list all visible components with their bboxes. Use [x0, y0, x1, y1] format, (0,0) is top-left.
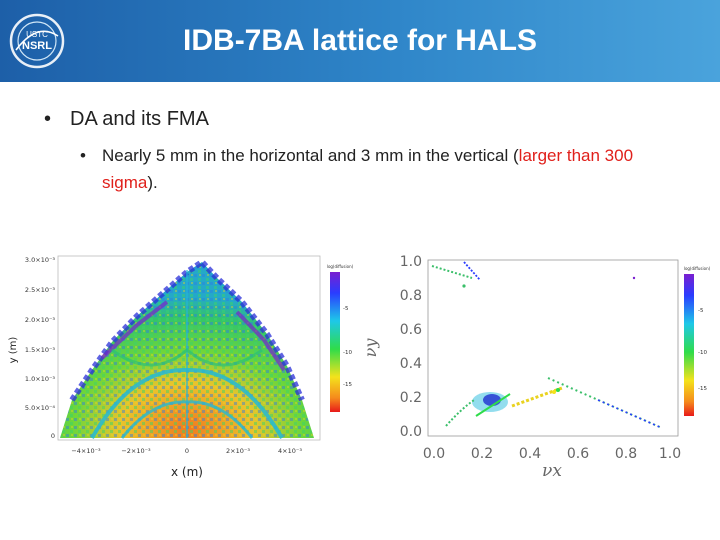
y-axis-label: y (m) — [8, 337, 19, 364]
colorbar-tick: -10 — [343, 350, 352, 356]
y-tick-label: 1.5×10⁻³ — [25, 346, 55, 354]
colorbar-tick: -5 — [698, 308, 704, 314]
x-tick-label: 4×10⁻³ — [278, 447, 302, 455]
bullet-marker: • — [44, 108, 52, 130]
y-tick-label: 1.0×10⁻³ — [25, 375, 55, 383]
bullet-highlight: larger than 300 sigma — [102, 146, 634, 192]
x-tick-label: 0 — [185, 447, 189, 455]
y-tick-label: 1.0 — [400, 254, 422, 270]
x-tick-label: 0.4 — [519, 446, 541, 462]
institution-logo: USTC NSRL — [9, 13, 65, 69]
colorbar-title: log(diffusion) — [327, 264, 354, 269]
colorbar: log(diffusion) -5 -10 -15 — [327, 264, 354, 412]
x-axis-label: x (m) — [171, 465, 203, 479]
y-tick-label: 0.6 — [400, 322, 422, 338]
colorbar-tick: -10 — [698, 350, 707, 356]
y-tick-label: 0.2 — [400, 390, 422, 406]
y-tick-label: 5.0×10⁻⁴ — [25, 404, 55, 412]
bullet-level2-text: Nearly 5 mm in the horizontal and 3 mm i… — [102, 142, 680, 196]
dynamic-aperture-plot: 3.0×10⁻³ 2.5×10⁻³ 2.0×10⁻³ 1.5×10⁻³ 1.0×… — [8, 255, 354, 479]
bullet-level1-text: DA and its FMA — [70, 108, 209, 130]
y-axis-label: νy — [362, 338, 380, 358]
colorbar-tick: -5 — [343, 306, 349, 312]
x-tick-label: 0.2 — [471, 446, 493, 462]
colorbar-tick: -15 — [343, 382, 352, 388]
bullet-text-end: ). — [147, 173, 158, 192]
colorbar-title: log(diffusion) — [684, 266, 711, 271]
bullet-level2: • Nearly 5 mm in the horizontal and 3 mm… — [80, 142, 680, 196]
y-tick-label: 0.4 — [400, 356, 422, 372]
y-tick-label: 0.8 — [400, 288, 422, 304]
x-tick-label: 0.6 — [567, 446, 589, 462]
x-tick-label: 0.8 — [615, 446, 637, 462]
bullet-level1: • DA and its FMA — [44, 108, 209, 131]
x-tick-label: −2×10⁻³ — [121, 447, 151, 455]
x-tick-label: 0.0 — [423, 446, 445, 462]
colorbar-tick: -15 — [698, 386, 707, 392]
frequency-map-plot: 1.0 0.8 0.6 0.4 0.2 0.0 0.0 0.2 0.4 0.6 … — [362, 254, 711, 481]
bullet-marker: • — [80, 146, 86, 165]
x-tick-label: 2×10⁻³ — [226, 447, 250, 455]
slide-header: USTC NSRL IDB-7BA lattice for HALS — [0, 0, 720, 82]
y-tick-label: 0.0 — [400, 424, 422, 440]
slide-title: IDB-7BA lattice for HALS — [183, 24, 537, 57]
svg-text:NSRL: NSRL — [22, 40, 52, 52]
y-tick-label: 3.0×10⁻³ — [25, 256, 55, 264]
colorbar: log(diffusion) -5 -10 -15 — [684, 266, 711, 416]
y-tick-label: 0 — [51, 432, 55, 440]
x-axis-label: νx — [542, 461, 562, 481]
y-tick-label: 2.0×10⁻³ — [25, 316, 55, 324]
bullet-text-start: Nearly 5 mm in the horizontal and 3 mm i… — [102, 146, 519, 165]
y-tick-label: 2.5×10⁻³ — [25, 286, 55, 294]
x-tick-label: −4×10⁻³ — [71, 447, 101, 455]
x-tick-label: 1.0 — [659, 446, 681, 462]
svg-text:USTC: USTC — [26, 30, 48, 39]
